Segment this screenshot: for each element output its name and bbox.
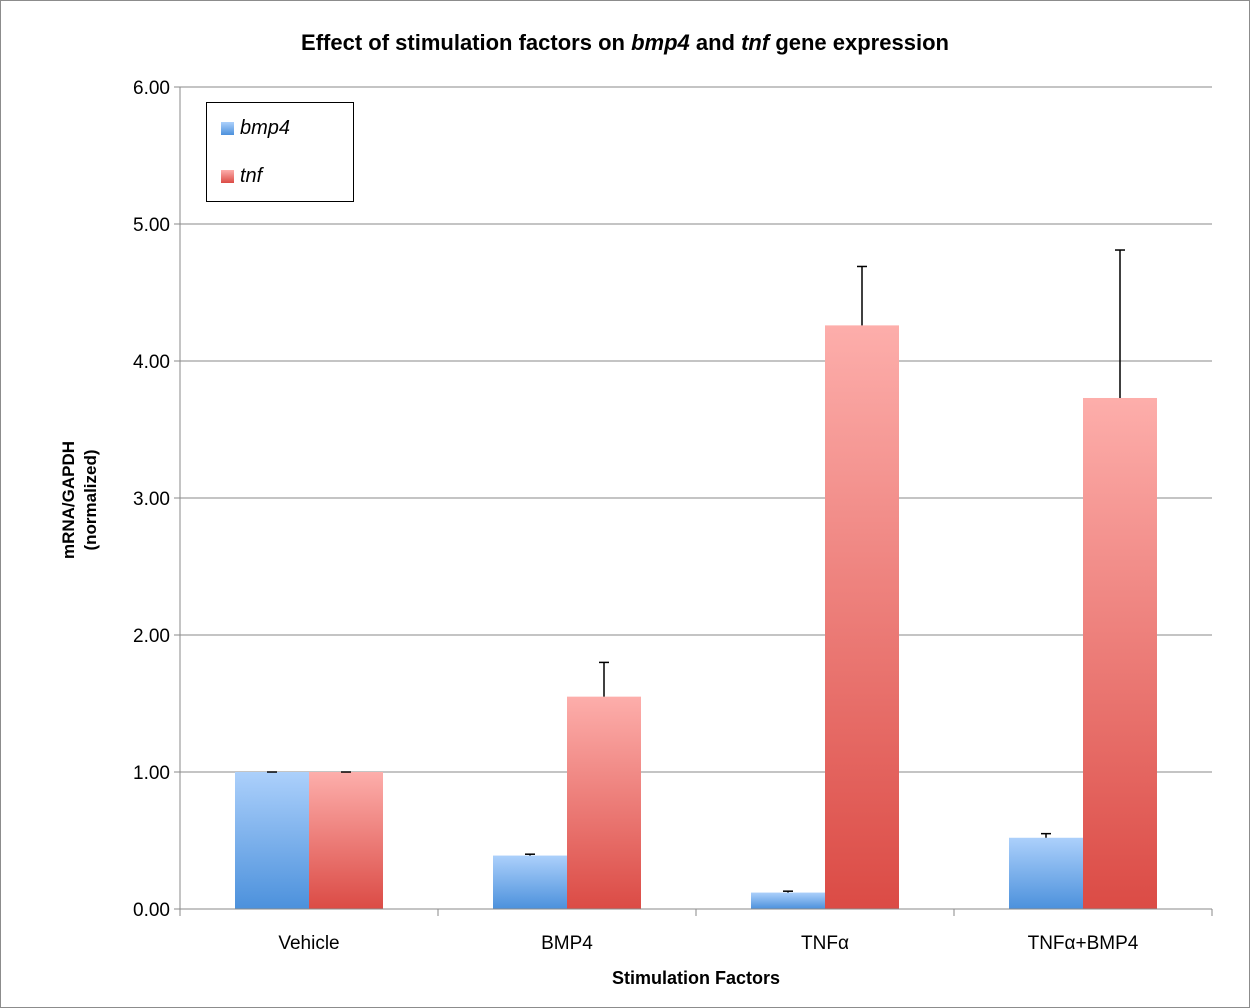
y-axis-label-line-1: mRNA/GAPDH [59, 440, 78, 560]
legend-swatch-bmp4 [221, 122, 234, 135]
legend-label-tnf: tnf [240, 165, 263, 187]
chart-title-part-3: tnf [741, 30, 770, 55]
legend-item-bmp4: bmp4 [221, 117, 290, 140]
x-tick-label: TNFα [801, 933, 849, 954]
legend: bmp4 tnf [206, 102, 354, 202]
y-tick-label: 6.00 [133, 78, 170, 99]
y-tick-label: 5.00 [133, 215, 170, 236]
y-tick-label: 2.00 [133, 626, 170, 647]
bar-bmp4 [493, 855, 567, 909]
y-tick-label: 1.00 [133, 763, 170, 784]
legend-swatch-tnf [221, 170, 234, 183]
bar-tnf [1083, 397, 1157, 909]
y-axis-label-line-2: (normalized) [81, 449, 100, 551]
bar-bmp4 [751, 892, 825, 909]
bar-tnf [567, 696, 641, 909]
bar-tnf [825, 325, 899, 909]
x-tick-label: TNFα+BMP4 [1028, 933, 1139, 954]
chart-title-part-1: bmp4 [631, 30, 690, 55]
x-axis-label: Stimulation Factors [611, 968, 781, 988]
legend-item-tnf: tnf [221, 165, 262, 188]
chart-title: Effect of stimulation factors on bmp4 an… [0, 30, 1250, 56]
y-tick-label: 0.00 [133, 900, 170, 921]
x-tick-label: BMP4 [541, 933, 593, 954]
legend-label-bmp4: bmp4 [240, 117, 291, 139]
bar-bmp4 [1009, 837, 1083, 909]
bar-bmp4 [235, 772, 309, 909]
chart-title-part-0: Effect of stimulation factors on [301, 30, 632, 55]
x-tick-label: Vehicle [278, 933, 339, 954]
chart-title-part-2: and [689, 30, 742, 55]
y-tick-label: 4.00 [133, 352, 170, 373]
chart-title-part-4: gene expression [769, 30, 949, 55]
y-tick-label: 3.00 [133, 489, 170, 510]
bar-tnf [309, 772, 383, 909]
